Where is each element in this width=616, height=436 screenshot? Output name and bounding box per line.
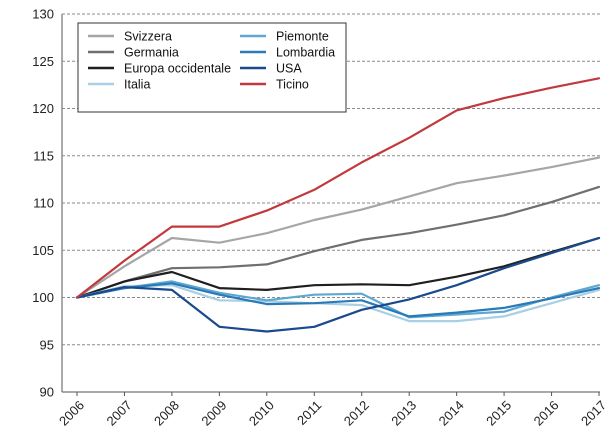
legend-label: Lombardia [276,46,335,60]
legend-label: USA [276,62,302,76]
series-lines [75,77,601,333]
legend-label: Svizzera [124,30,172,44]
legend-label: Piemonte [276,30,329,44]
x-tick-label: 2017 [578,398,609,429]
y-tick-label: 95 [40,337,54,352]
series-line-piemonte [75,280,601,319]
legend-label: Ticino [276,78,309,92]
y-tick-label: 125 [32,54,54,69]
x-tick-label: 2013 [388,398,419,429]
legend-box [77,22,347,113]
legend: Svizzera Germania Europa occidentale Italia… [77,22,347,113]
y-tick-label: 120 [32,101,54,116]
y-axis-tick-labels: 90 95 100 105 110 115 120 125 130 [32,7,54,400]
legend-label: Italia [124,78,150,92]
series-line-italia [75,284,601,323]
y-tick-label: 110 [33,196,54,211]
x-tick-label: 2016 [531,398,562,429]
x-tick-label: 2010 [246,398,277,429]
series-line-svizzera [75,156,601,299]
x-axis-tick-labels: 2006 2007 2008 2009 2010 2011 2012 2013 2014 2015… [56,392,609,429]
x-tick-label: 2006 [56,398,87,429]
y-tick-label: 105 [32,243,54,258]
series-line-ticino [75,77,601,299]
series-line-germania [75,185,601,299]
legend-label: Germania [124,46,179,60]
x-tick-label: 2008 [151,398,182,429]
series-line-europa-occidentale [75,236,601,299]
y-tick-label: 100 [32,290,54,305]
series-line-lombardia [75,282,601,318]
x-tick-label: 2007 [104,398,135,429]
x-tick-label: 2011 [294,398,324,428]
x-tick-label: 2009 [198,398,229,429]
x-tick-label: 2015 [483,398,514,429]
y-tick-label: 130 [32,7,54,22]
y-tick-label: 90 [40,385,54,400]
x-tick-label: 2012 [341,398,372,429]
legend-label: Europa occidentale [124,62,231,76]
y-tick-label: 115 [33,148,54,163]
x-tick-label: 2014 [436,398,467,429]
series-line-usa [75,236,601,333]
grid-lines [61,13,600,393]
